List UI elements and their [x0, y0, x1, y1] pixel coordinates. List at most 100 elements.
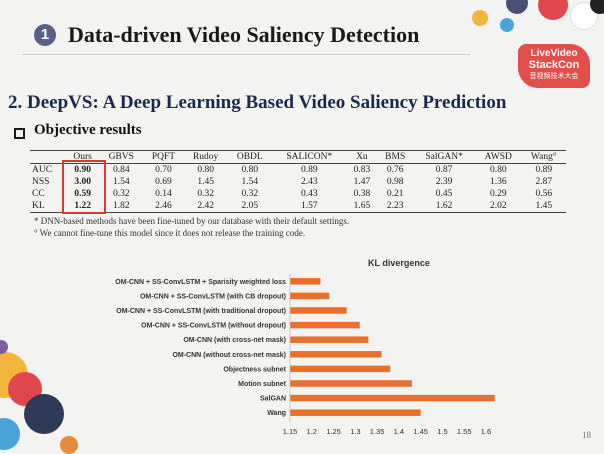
- table-footnote: * DNN-based methods have been fine-tuned…: [34, 216, 350, 226]
- category-label: Objectness subnet: [223, 366, 286, 373]
- table-cell: 0.14: [155, 189, 172, 199]
- table-cell: 0.21: [386, 189, 404, 199]
- decor-dot: [590, 0, 604, 14]
- bar: [290, 292, 330, 300]
- decor-dot: [60, 436, 78, 454]
- table-cell: 0.59: [74, 189, 91, 199]
- table-cell: 0.98: [386, 177, 404, 187]
- column-header: AWSD: [475, 150, 522, 164]
- table-cell: 2.02: [475, 200, 522, 213]
- x-tick-label: 1.15: [283, 427, 298, 436]
- table-cell: 0.29: [489, 189, 507, 199]
- column-header: PQFT: [143, 150, 184, 164]
- decor-dot: [472, 10, 488, 26]
- section-number-badge: 1: [34, 24, 56, 46]
- table-cell: NSS: [32, 177, 50, 187]
- table-cell: 0.38: [353, 189, 371, 199]
- table-row: AUC 0.90 0.84 0.70 0.80 0.80 0.89 0.83 0…: [30, 164, 566, 177]
- column-header: Wang°: [521, 150, 566, 164]
- x-tick-label: 1.35: [370, 427, 385, 436]
- table-cell: 0.89: [300, 165, 318, 175]
- x-tick-label: 1.5: [437, 427, 447, 436]
- bar: [290, 307, 347, 314]
- column-header: GBVS: [99, 150, 144, 164]
- table-cell: 1.47: [353, 177, 371, 187]
- table-cell: 0.69: [155, 177, 172, 187]
- x-tick-label: 1.6: [481, 427, 491, 436]
- table-cell: 2.23: [377, 200, 414, 213]
- table-cell: 0.32: [112, 189, 130, 199]
- category-label: OM-CNN + SS-ConvLSTM (without dropout): [141, 323, 286, 330]
- bar: [290, 380, 412, 387]
- table-cell: 1.45: [197, 177, 214, 187]
- table-cell: 0.45: [435, 189, 453, 199]
- category-label: OM-CNN + SS-ConvLSTM (with traditional d…: [116, 308, 286, 315]
- table-cell: 0.83: [353, 165, 371, 175]
- bar: [290, 321, 360, 329]
- header-divider: [22, 54, 470, 55]
- table-cell: 2.05: [227, 200, 273, 213]
- table-footnote: ° We cannot fine-tune this model since i…: [34, 228, 306, 238]
- table-cell: 1.82: [99, 200, 144, 213]
- x-tick-label: 1.25: [326, 427, 341, 436]
- section-title: 2. DeepVS: A Deep Learning Based Video S…: [8, 92, 507, 113]
- bar: [290, 278, 321, 285]
- x-tick-label: 1.55: [457, 427, 472, 436]
- table-cell: 2.43: [300, 177, 318, 187]
- category-label: Wang: [267, 410, 286, 417]
- table-cell: 2.87: [535, 177, 553, 187]
- column-header: SalGAN*: [413, 150, 476, 164]
- table-row: NSS 3.00 1.54 0.69 1.45 1.54 2.43 1.47 0…: [30, 176, 566, 188]
- bar: [290, 351, 382, 358]
- table-cell: 1.45: [521, 200, 566, 213]
- table-cell: 0.70: [155, 165, 172, 175]
- bullet-heading: Objective results: [34, 122, 142, 138]
- bar: [290, 394, 495, 402]
- logo-line2: StackCon: [528, 59, 580, 71]
- table-cell: 1.54: [112, 177, 130, 187]
- decor-dot: [24, 394, 64, 434]
- table-cell: 1.65: [346, 200, 378, 213]
- table-cell: 0.87: [435, 165, 453, 175]
- logo-line1: LiveVideo: [530, 48, 578, 59]
- decor-dot: [500, 18, 514, 32]
- table-cell: 0.76: [386, 165, 404, 175]
- category-label: OM-CNN + SS-ConvLSTM (with CB dropout): [140, 293, 286, 300]
- table-cell: 0.43: [300, 189, 318, 199]
- ours-highlight-box: [62, 160, 106, 214]
- bar: [290, 409, 421, 416]
- x-tick-label: 1.3: [350, 427, 360, 436]
- chart-title: KL divergence: [368, 258, 430, 268]
- decor-dot: [506, 0, 528, 14]
- results-table: Ours GBVS PQFT Rudoy OBDL SALICON* Xu BM…: [30, 150, 566, 213]
- x-tick-label: 1.45: [413, 427, 428, 436]
- table-cell: 0.32: [241, 189, 259, 199]
- decor-dot: [0, 418, 20, 450]
- column-header: BMS: [377, 150, 414, 164]
- x-tick-label: 1.2: [307, 427, 317, 436]
- bar: [290, 365, 391, 373]
- column-header: [30, 150, 66, 164]
- table-cell: 0.84: [112, 165, 130, 175]
- logo-line3: 音视频技术大会: [529, 73, 579, 80]
- category-label: OM-CNN + SS-ConvLSTM + Sparisity weighte…: [115, 279, 286, 286]
- category-label: Motion subnet: [238, 381, 286, 388]
- category-label: SalGAN: [260, 396, 286, 403]
- table-row: KL 1.22 1.82 2.46 2.42 2.05 1.57 1.65 2.…: [30, 200, 566, 213]
- table-cell: 2.39: [435, 177, 453, 187]
- table-cell: 1.36: [489, 177, 507, 187]
- table-cell: 0.80: [197, 165, 214, 175]
- table-cell: 0.90: [74, 165, 91, 175]
- decor-dot: [0, 340, 8, 354]
- column-header: Xu: [346, 150, 378, 164]
- table-cell: AUC: [32, 165, 53, 175]
- column-header: Rudoy: [183, 150, 228, 164]
- table-cell: 1.54: [241, 177, 259, 187]
- x-tick-label: 1.4: [394, 427, 404, 436]
- conference-logo: LiveVideo StackCon 音视频技术大会: [518, 44, 590, 88]
- category-label: OM-CNN (without cross-net mask): [172, 352, 286, 359]
- slide-header-title: Data-driven Video Saliency Detection: [68, 22, 420, 47]
- table-cell: KL: [30, 200, 66, 213]
- table-cell: 2.42: [183, 200, 228, 213]
